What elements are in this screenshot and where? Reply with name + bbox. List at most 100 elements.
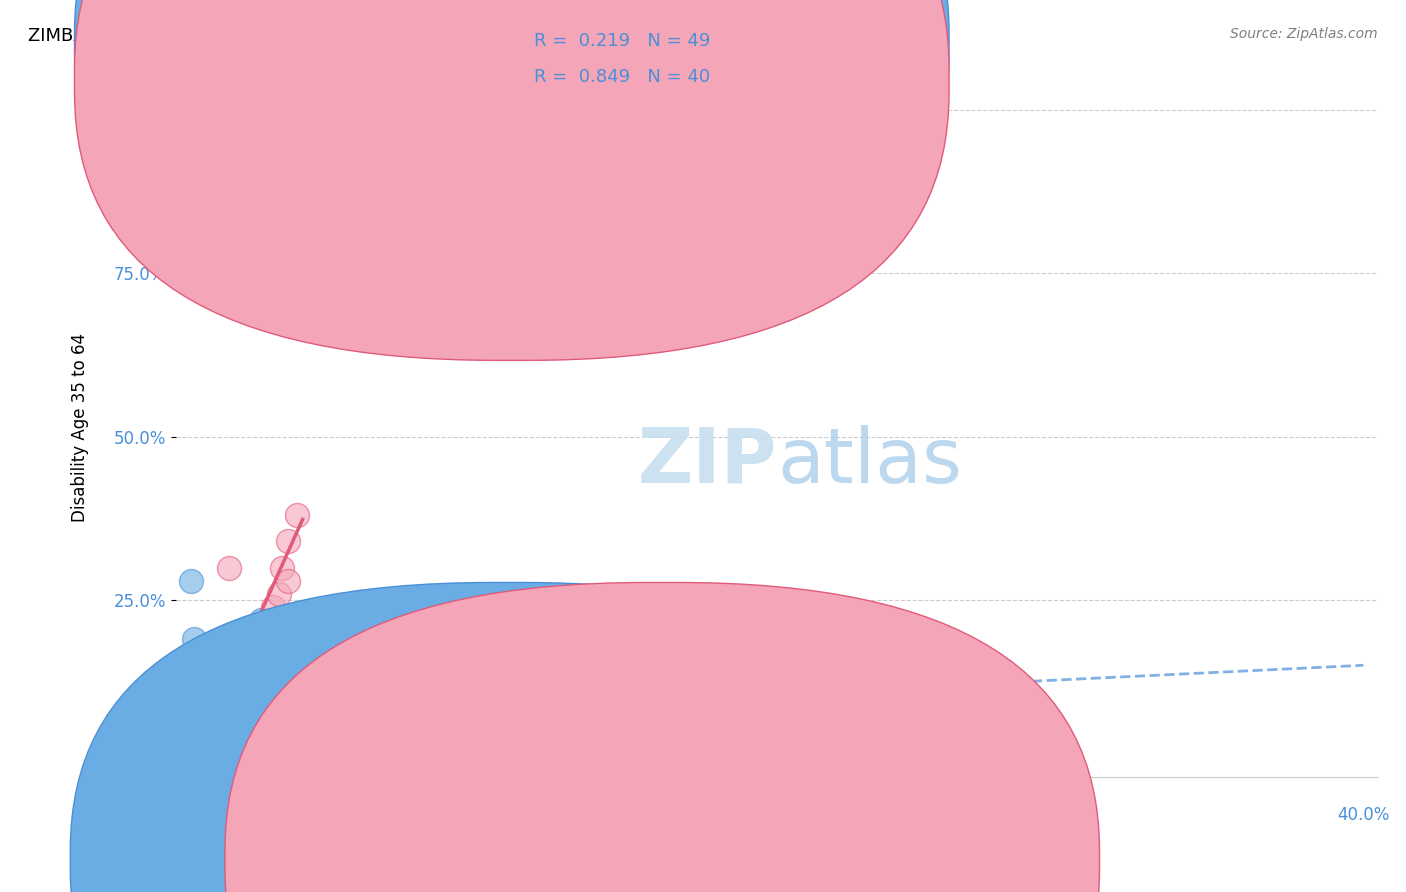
Point	[200, 711, 222, 725]
Point	[191, 717, 214, 731]
Point	[205, 717, 228, 731]
Point	[262, 613, 284, 627]
Point	[245, 711, 267, 725]
Point	[238, 678, 260, 692]
Point	[194, 711, 217, 725]
Point	[229, 672, 252, 686]
Point	[205, 711, 228, 725]
Point	[291, 155, 314, 169]
Point	[218, 698, 240, 712]
Point	[262, 599, 284, 614]
Point	[202, 731, 225, 745]
Point	[183, 632, 205, 647]
Point	[250, 632, 273, 647]
Point	[267, 587, 290, 601]
Point	[183, 731, 205, 745]
Point	[200, 723, 222, 738]
Point	[180, 574, 202, 588]
Point	[197, 717, 219, 731]
Point	[285, 508, 308, 523]
Point	[191, 731, 214, 745]
Point	[188, 731, 211, 745]
Point	[218, 711, 240, 725]
Point	[256, 723, 278, 738]
Point	[221, 684, 243, 698]
Point	[247, 639, 270, 653]
Point	[277, 574, 299, 588]
Point	[277, 534, 299, 549]
Text: R =  0.219   N = 49: R = 0.219 N = 49	[534, 32, 710, 50]
Point	[194, 723, 217, 738]
Point	[238, 717, 260, 731]
Point	[267, 723, 290, 738]
Text: 40.0%: 40.0%	[1337, 806, 1389, 824]
Point	[247, 639, 270, 653]
Point	[271, 711, 294, 725]
Point	[215, 717, 238, 731]
Text: 0.0%: 0.0%	[163, 806, 205, 824]
Point	[209, 704, 232, 718]
Text: R =  0.849   N = 40: R = 0.849 N = 40	[534, 68, 710, 86]
Point	[232, 665, 254, 679]
Point	[232, 665, 254, 679]
Point	[186, 717, 208, 731]
Point	[262, 723, 284, 738]
Text: Zimbabweans: Zimbabweans	[531, 851, 648, 869]
Text: ZIMBABWEAN VS IMMIGRANTS FROM EGYPT DISABILITY AGE 35 TO 64 CORRELATION CHART: ZIMBABWEAN VS IMMIGRANTS FROM EGYPT DISA…	[28, 27, 859, 45]
Point	[212, 698, 235, 712]
Text: atlas: atlas	[778, 425, 962, 499]
Point	[235, 711, 257, 725]
Point	[218, 560, 240, 574]
Point	[221, 717, 243, 731]
Point	[253, 625, 276, 640]
Text: Immigrants from Egypt: Immigrants from Egypt	[686, 851, 879, 869]
Point	[212, 723, 235, 738]
Point	[186, 723, 208, 738]
Point	[202, 704, 225, 718]
Point	[188, 723, 211, 738]
Text: ZIP: ZIP	[637, 425, 778, 499]
Point	[232, 639, 254, 653]
Point	[180, 723, 202, 738]
Point	[197, 717, 219, 731]
Point	[250, 613, 273, 627]
Point	[259, 613, 281, 627]
Point	[297, 639, 319, 653]
Point	[226, 717, 249, 731]
Point	[209, 723, 232, 738]
Point	[180, 731, 202, 745]
Point	[209, 704, 232, 718]
Y-axis label: Disability Age 35 to 64: Disability Age 35 to 64	[72, 333, 89, 522]
Point	[221, 691, 243, 706]
Point	[264, 717, 287, 731]
Point	[194, 731, 217, 745]
Point	[209, 717, 232, 731]
Point	[202, 723, 225, 738]
Point	[200, 731, 222, 745]
Point	[218, 723, 240, 738]
Point	[238, 652, 260, 666]
Point	[235, 658, 257, 673]
Point	[197, 731, 219, 745]
Point	[205, 723, 228, 738]
Point	[197, 731, 219, 745]
Point	[247, 723, 270, 738]
Point	[188, 723, 211, 738]
Point	[186, 704, 208, 718]
Point	[188, 737, 211, 751]
Point	[224, 723, 246, 738]
Point	[197, 723, 219, 738]
Point	[271, 560, 294, 574]
Point	[209, 731, 232, 745]
Point	[200, 717, 222, 731]
Point	[256, 717, 278, 731]
Point	[226, 678, 249, 692]
Point	[277, 704, 299, 718]
Point	[215, 691, 238, 706]
Point	[191, 723, 214, 738]
Point	[194, 717, 217, 731]
Point	[188, 731, 211, 745]
Text: Source: ZipAtlas.com: Source: ZipAtlas.com	[1230, 27, 1378, 41]
Point	[186, 723, 208, 738]
Point	[188, 731, 211, 745]
